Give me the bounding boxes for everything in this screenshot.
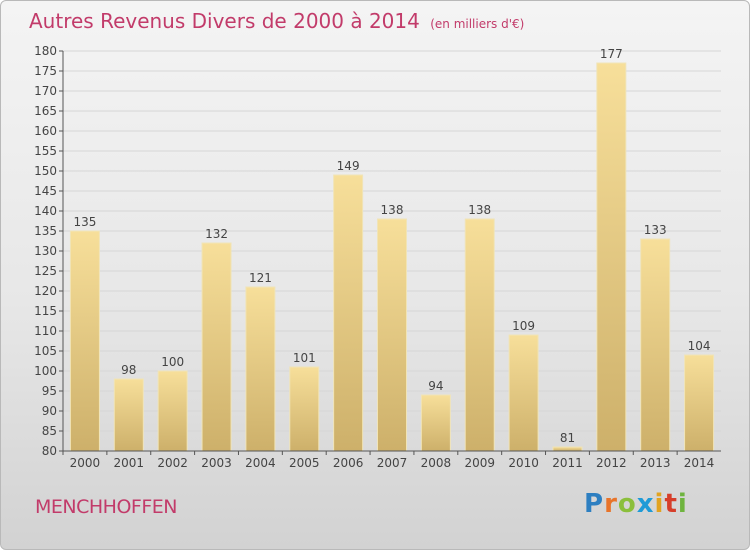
bar-value-label: 100 bbox=[161, 355, 184, 369]
y-tick-label: 85 bbox=[42, 424, 57, 438]
bar-value-label: 81 bbox=[560, 431, 575, 445]
y-tick-label: 145 bbox=[34, 184, 57, 198]
logo-letter: t bbox=[664, 489, 678, 519]
x-tick-label: 2011 bbox=[552, 456, 583, 470]
bar bbox=[640, 238, 671, 452]
x-axis-ticks: 2000 2001 2002 2003 2004 2005 2006 2007 2008 2009… bbox=[62, 451, 715, 470]
x-tick-label: 2010 bbox=[508, 456, 539, 470]
bar bbox=[289, 366, 320, 452]
data-labels: 135 98 100 132 121 101 149 138 94 138 109 81 177 133 1… bbox=[73, 47, 710, 445]
y-tick-label: 150 bbox=[34, 164, 57, 178]
x-tick-label: 2005 bbox=[289, 456, 320, 470]
x-tick-label: 2013 bbox=[640, 456, 671, 470]
y-tick-label: 130 bbox=[34, 244, 57, 258]
bars bbox=[69, 62, 715, 452]
city-name: MENCHHOFFEN bbox=[35, 496, 177, 518]
x-tick-label: 2003 bbox=[201, 456, 232, 470]
y-tick-label: 140 bbox=[34, 204, 57, 218]
bar-value-label: 132 bbox=[205, 227, 228, 241]
bar-value-label: 94 bbox=[428, 379, 443, 393]
logo-letter: P bbox=[584, 489, 605, 519]
chart-subtitle: (en milliers d'€) bbox=[430, 17, 525, 31]
bar bbox=[552, 446, 583, 452]
bar-value-label: 109 bbox=[512, 319, 535, 333]
bar bbox=[245, 286, 276, 452]
x-tick-label: 2007 bbox=[377, 456, 408, 470]
bar-value-label: 98 bbox=[121, 363, 136, 377]
logo-letter: i bbox=[677, 489, 688, 519]
x-tick-label: 2009 bbox=[464, 456, 495, 470]
chart-title-block: Autres Revenus Divers de 2000 à 2014 (en… bbox=[29, 9, 524, 33]
bar-value-label: 138 bbox=[381, 203, 404, 217]
y-tick-label: 170 bbox=[34, 84, 57, 98]
bar bbox=[377, 218, 407, 452]
proxiti-logo: Proxiti bbox=[584, 489, 688, 519]
x-tick-label: 2008 bbox=[421, 456, 452, 470]
bar bbox=[508, 334, 539, 452]
y-tick-label: 120 bbox=[34, 284, 57, 298]
bar bbox=[333, 174, 364, 452]
x-tick-label: 2000 bbox=[70, 456, 101, 470]
bar bbox=[157, 370, 188, 452]
y-tick-label: 110 bbox=[34, 324, 57, 338]
logo-letter: o bbox=[617, 489, 637, 519]
y-tick-label: 95 bbox=[42, 384, 57, 398]
x-tick-label: 2002 bbox=[157, 456, 188, 470]
logo-letter: i bbox=[654, 489, 665, 519]
bar bbox=[201, 242, 232, 452]
x-tick-label: 2001 bbox=[114, 456, 145, 470]
bar-value-label: 121 bbox=[249, 271, 272, 285]
x-tick-label: 2006 bbox=[333, 456, 364, 470]
y-tick-label: 160 bbox=[34, 124, 57, 138]
bar-value-label: 133 bbox=[644, 223, 667, 237]
bar bbox=[113, 378, 144, 452]
y-tick-label: 165 bbox=[34, 104, 57, 118]
y-tick-label: 125 bbox=[34, 264, 57, 278]
x-tick-label: 2012 bbox=[596, 456, 627, 470]
bar-value-label: 135 bbox=[73, 215, 96, 229]
bar bbox=[464, 218, 495, 452]
y-tick-label: 155 bbox=[34, 144, 57, 158]
y-tick-label: 175 bbox=[34, 64, 57, 78]
x-tick-label: 2004 bbox=[245, 456, 276, 470]
chart-title: Autres Revenus Divers de 2000 à 2014 bbox=[29, 9, 420, 33]
bar bbox=[69, 230, 100, 452]
y-tick-label: 115 bbox=[34, 304, 57, 318]
bar-value-label: 177 bbox=[600, 47, 623, 61]
bar-value-label: 101 bbox=[293, 351, 316, 365]
bar-value-label: 138 bbox=[468, 203, 491, 217]
y-tick-label: 100 bbox=[34, 364, 57, 378]
y-axis-ticks: 80 85 90 95 100 105 110 115 120 125 130 135 140 145 15… bbox=[34, 44, 63, 458]
y-tick-label: 80 bbox=[42, 444, 57, 458]
x-tick-label: 2014 bbox=[684, 456, 715, 470]
bar-value-label: 149 bbox=[337, 159, 360, 173]
bar bbox=[420, 394, 451, 452]
logo-letter: r bbox=[604, 489, 618, 519]
y-tick-label: 90 bbox=[42, 404, 57, 418]
y-tick-label: 180 bbox=[34, 44, 57, 58]
y-tick-label: 135 bbox=[34, 224, 57, 238]
bar bbox=[596, 62, 627, 452]
y-tick-label: 105 bbox=[34, 344, 57, 358]
logo-letter: x bbox=[636, 489, 655, 519]
bar-value-label: 104 bbox=[688, 339, 711, 353]
bar bbox=[684, 354, 715, 452]
